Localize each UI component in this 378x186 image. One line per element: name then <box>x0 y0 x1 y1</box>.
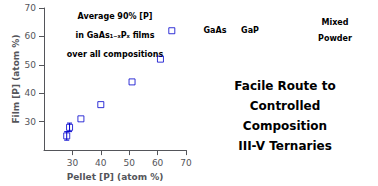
svg-text:60: 60 <box>25 31 37 41</box>
svg-text:Mixed: Mixed <box>321 18 348 27</box>
svg-text:Average 90% [P]: Average 90% [P] <box>78 12 153 21</box>
svg-text:40: 40 <box>25 88 37 98</box>
svg-text:70: 70 <box>180 158 192 168</box>
svg-text:Controlled: Controlled <box>250 99 320 113</box>
svg-text:over all compositions: over all compositions <box>67 50 164 59</box>
svg-text:Powder: Powder <box>318 34 352 43</box>
svg-text:50: 50 <box>123 158 135 168</box>
svg-text:III-V Ternaries: III-V Ternaries <box>238 139 332 153</box>
svg-text:Film [P] (atom %): Film [P] (atom %) <box>11 34 21 123</box>
svg-text:GaP: GaP <box>241 26 259 35</box>
svg-text:GaAs: GaAs <box>204 26 227 35</box>
svg-text:40: 40 <box>95 158 107 168</box>
svg-text:30: 30 <box>67 158 79 168</box>
svg-text:60: 60 <box>152 158 164 168</box>
svg-text:Composition: Composition <box>243 119 327 133</box>
svg-text:50: 50 <box>25 60 37 70</box>
svg-text:30: 30 <box>25 117 37 127</box>
svg-text:Facile Route to: Facile Route to <box>234 79 335 93</box>
svg-text:70: 70 <box>25 3 37 13</box>
svg-text:Pellet [P] (atom %): Pellet [P] (atom %) <box>67 172 164 182</box>
svg-text:in GaAs₁₋ₓPₓ films: in GaAs₁₋ₓPₓ films <box>76 31 155 40</box>
